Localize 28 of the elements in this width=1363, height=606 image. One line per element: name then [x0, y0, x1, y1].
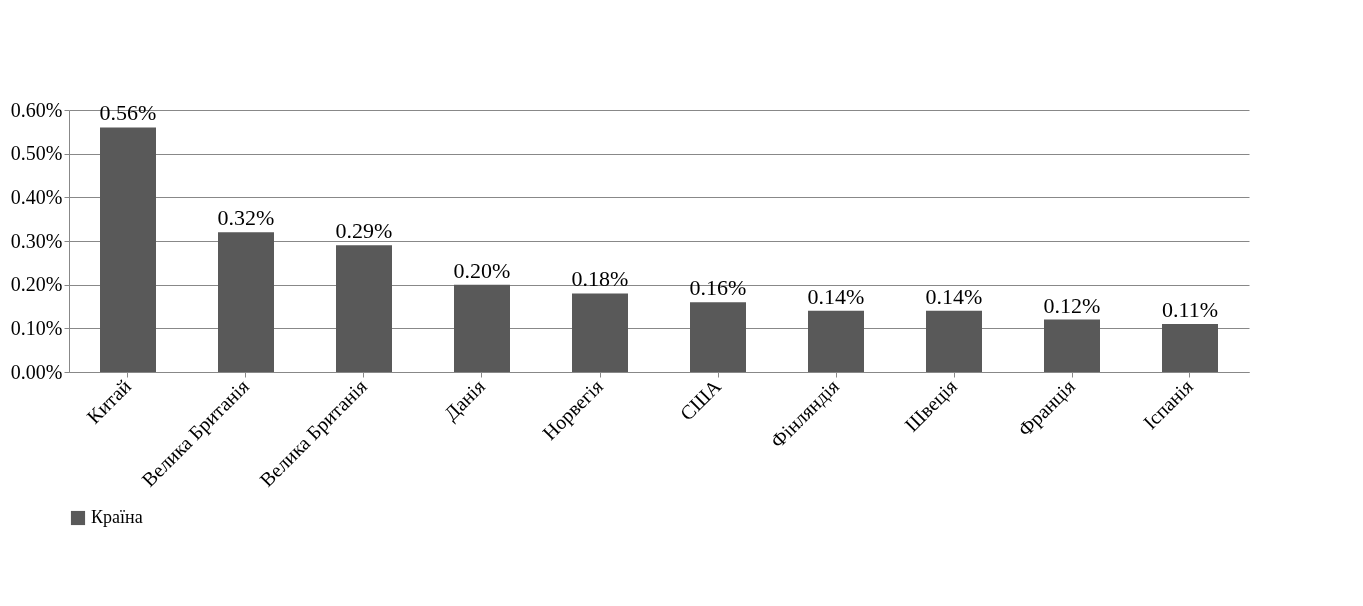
bar [100, 127, 156, 372]
text: 0.18% [571, 266, 629, 292]
bar [926, 310, 982, 372]
bar [572, 293, 628, 372]
bar [1162, 323, 1218, 372]
bar [690, 302, 746, 372]
y-tick-label: 0.20% [10, 273, 63, 296]
text: 0.56% [99, 100, 157, 126]
y-tick-label: 0.40% [10, 185, 63, 208]
legend-label: Країна [91, 507, 143, 527]
bar [336, 245, 392, 372]
y-tick-label: 0.00% [10, 360, 63, 383]
y-tick-label: 0.30% [10, 229, 63, 252]
text: 0.11% [1161, 296, 1219, 322]
text: 0.14% [925, 283, 983, 309]
text: 0.16% [689, 275, 747, 301]
y-tick-label: 0.50% [10, 142, 63, 165]
text: 0.14% [807, 283, 865, 309]
text: 0.29% [335, 218, 393, 244]
bar [1044, 319, 1100, 372]
y-tick-label: 0.10% [10, 316, 63, 339]
y-tick-label: 0.60% [10, 98, 63, 121]
bar [808, 310, 864, 372]
bar [218, 232, 274, 372]
text: 0.20% [453, 257, 511, 283]
text: 0.32% [217, 205, 275, 231]
bar [454, 284, 510, 372]
text: 0.12% [1043, 292, 1101, 318]
